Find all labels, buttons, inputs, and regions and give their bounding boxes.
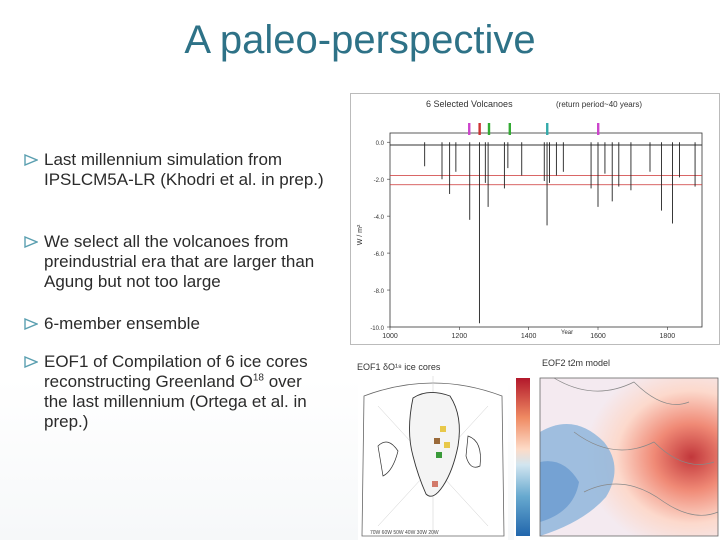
greenland-ice-core-map: 70W 60W 50W 40W 30W 20W: [358, 376, 508, 540]
selected-volcano-marker: [508, 123, 511, 135]
y-tick-label: -8.0: [374, 289, 385, 295]
ice-core-marker: [440, 426, 446, 432]
slide-title: A paleo-perspective: [184, 18, 536, 62]
selected-volcano-marker: [468, 123, 471, 135]
chart-heading: 6 Selected Volcanoes: [426, 99, 513, 109]
right-map-label: EOF2 t2m model: [542, 358, 611, 368]
ice-core-marker: [432, 481, 438, 487]
y-tick-label: 0.0: [376, 141, 385, 147]
svg-text:70W 60W 50W 40W 30W 20W: 70W 60W 50W 40W 30W 20W: [370, 530, 439, 536]
bullet-text: Last millennium simulation from IPSLCM5A…: [44, 150, 324, 189]
selected-volcano-marker: [546, 123, 549, 135]
x-axis-label: Year: [561, 330, 573, 336]
y-tick-label: -10.0: [370, 326, 384, 332]
y-tick-label: -6.0: [374, 252, 385, 258]
bullet-text: 6-member ensemble: [44, 314, 200, 333]
plot-frame: [389, 132, 703, 328]
chart-heading-note: (return period~40 years): [556, 100, 642, 109]
superscript-18: 18: [252, 372, 264, 384]
x-tick-label: 1200: [452, 333, 468, 340]
volcanic-forcing-chart: 6 Selected Volcanoes (return period~40 y…: [350, 93, 720, 345]
y-axis-label: W / m²: [357, 224, 364, 245]
bullet-arrow-icon: [24, 318, 38, 330]
selected-volcano-marker: [478, 123, 481, 135]
y-tick-label: -4.0: [374, 215, 385, 221]
left-map-label: EOF1 δO¹⁸ ice cores: [357, 362, 441, 372]
bullet-arrow-icon: [24, 154, 38, 166]
x-tick-label: 1600: [590, 333, 606, 340]
x-tick-label: 1400: [521, 333, 537, 340]
bullet-text: We select all the volcanoes from preindu…: [44, 232, 315, 291]
bullet-text: EOF1 of Compilation of 6 ice cores recon…: [44, 352, 308, 431]
ice-core-marker: [436, 452, 442, 458]
ice-core-marker: [434, 438, 440, 444]
bullet-arrow-icon: [24, 356, 38, 368]
y-tick-label: -2.0: [374, 178, 385, 184]
selected-volcano-marker: [487, 123, 491, 135]
x-tick-label: 1800: [660, 333, 676, 340]
bullet-arrow-icon: [24, 236, 38, 248]
x-tick-label: 1000: [382, 333, 398, 340]
bullet-item: Last millennium simulation from IPSLCM5A…: [24, 150, 324, 190]
bullet-item: EOF1 of Compilation of 6 ice cores recon…: [24, 352, 324, 432]
selected-volcano-marker: [597, 123, 600, 135]
bullet-item: 6-member ensemble: [24, 314, 324, 334]
ice-core-marker: [444, 442, 450, 448]
bullet-item: We select all the volcanoes from preindu…: [24, 232, 324, 292]
t2m-model-map: [514, 372, 720, 540]
